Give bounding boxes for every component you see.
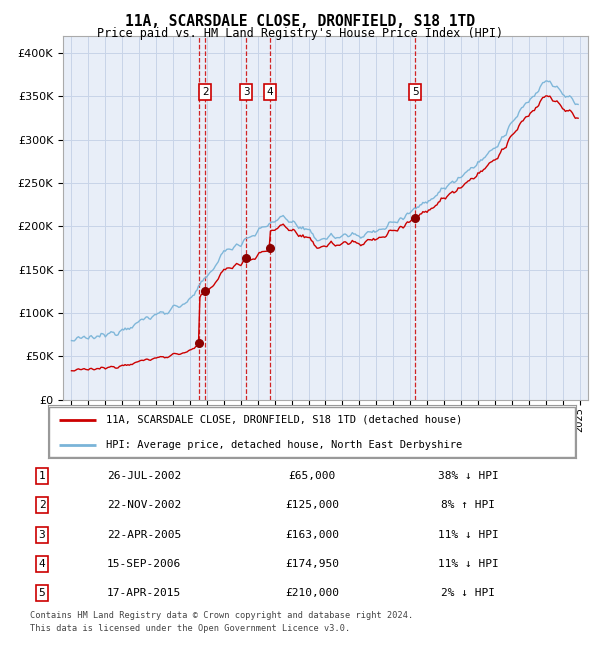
Text: 22-NOV-2002: 22-NOV-2002: [107, 500, 181, 510]
Text: 11A, SCARSDALE CLOSE, DRONFIELD, S18 1TD: 11A, SCARSDALE CLOSE, DRONFIELD, S18 1TD: [125, 14, 475, 29]
Text: 17-APR-2015: 17-APR-2015: [107, 588, 181, 598]
Text: 38% ↓ HPI: 38% ↓ HPI: [437, 471, 499, 481]
Text: 4: 4: [266, 87, 273, 97]
Text: 2% ↓ HPI: 2% ↓ HPI: [441, 588, 495, 598]
Text: Contains HM Land Registry data © Crown copyright and database right 2024.: Contains HM Land Registry data © Crown c…: [30, 611, 413, 620]
Text: 2: 2: [38, 500, 46, 510]
Text: £163,000: £163,000: [285, 530, 339, 540]
Text: Price paid vs. HM Land Registry's House Price Index (HPI): Price paid vs. HM Land Registry's House …: [97, 27, 503, 40]
Text: 11% ↓ HPI: 11% ↓ HPI: [437, 559, 499, 569]
Text: 8% ↑ HPI: 8% ↑ HPI: [441, 500, 495, 510]
Text: HPI: Average price, detached house, North East Derbyshire: HPI: Average price, detached house, Nort…: [106, 440, 463, 450]
Text: 11% ↓ HPI: 11% ↓ HPI: [437, 530, 499, 540]
Text: £210,000: £210,000: [285, 588, 339, 598]
Text: This data is licensed under the Open Government Licence v3.0.: This data is licensed under the Open Gov…: [30, 624, 350, 633]
Text: £174,950: £174,950: [285, 559, 339, 569]
Text: £125,000: £125,000: [285, 500, 339, 510]
Text: 5: 5: [412, 87, 418, 97]
Text: 15-SEP-2006: 15-SEP-2006: [107, 559, 181, 569]
Text: 5: 5: [38, 588, 46, 598]
Text: 3: 3: [243, 87, 250, 97]
Text: 4: 4: [38, 559, 46, 569]
Text: 3: 3: [38, 530, 46, 540]
Text: 26-JUL-2002: 26-JUL-2002: [107, 471, 181, 481]
Text: £65,000: £65,000: [289, 471, 335, 481]
Text: 1: 1: [38, 471, 46, 481]
Text: 2: 2: [202, 87, 208, 97]
Text: 22-APR-2005: 22-APR-2005: [107, 530, 181, 540]
Text: 11A, SCARSDALE CLOSE, DRONFIELD, S18 1TD (detached house): 11A, SCARSDALE CLOSE, DRONFIELD, S18 1TD…: [106, 415, 463, 425]
